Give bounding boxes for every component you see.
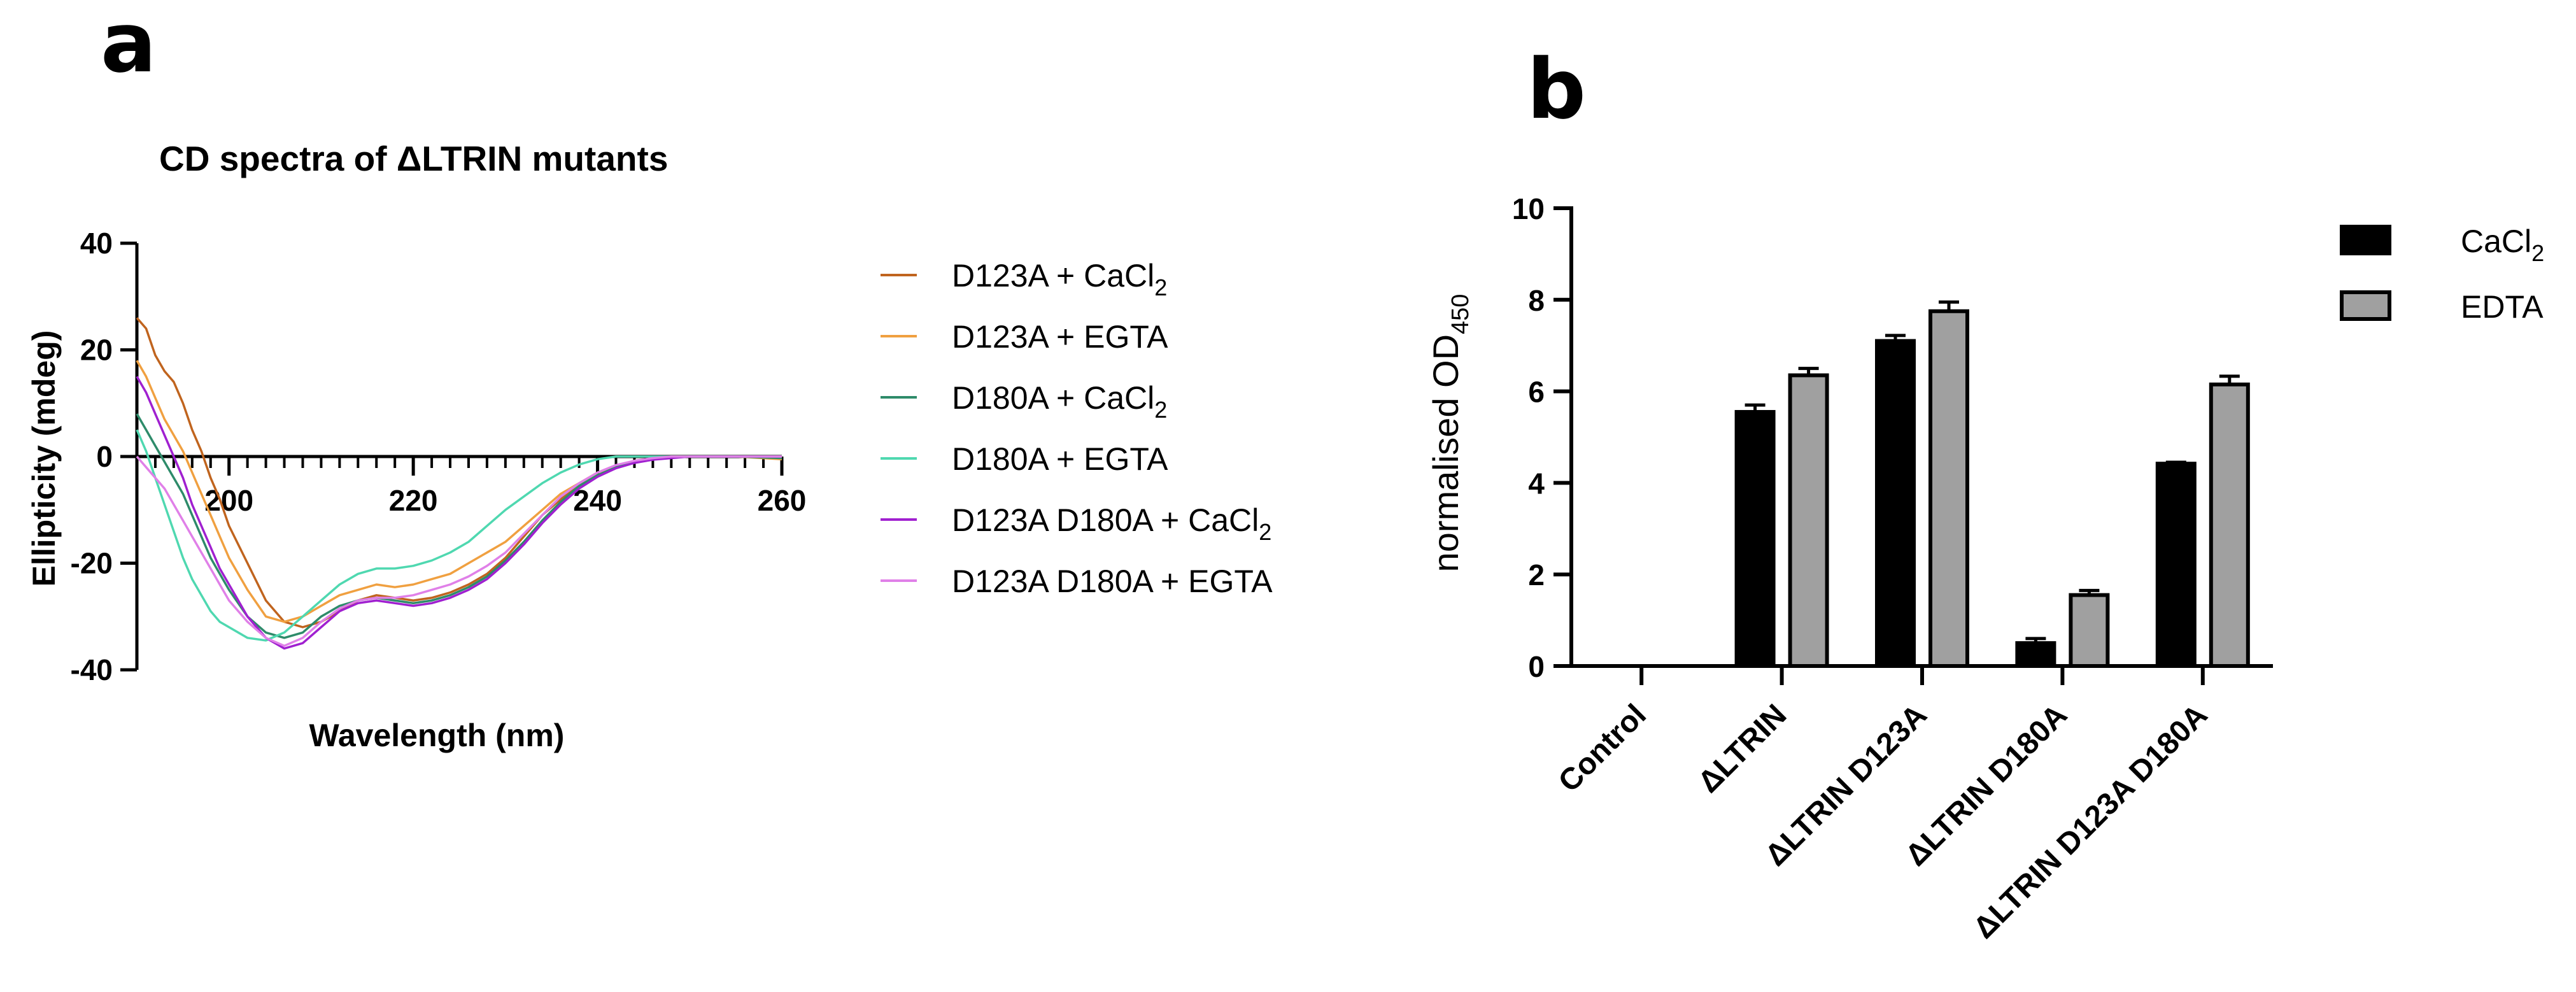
chart-b-category-label: Control — [1552, 698, 1653, 798]
chart-b-y-axis-title-subscript: 450 — [1447, 294, 1474, 334]
chart-a-legend-label-main: D180A + EGTA — [952, 441, 1168, 477]
chart-b-y-tick-label: 2 — [1528, 558, 1545, 592]
chart-b-bar — [1788, 373, 1829, 668]
chart-a-series-line — [136, 376, 782, 650]
chart-a-legend-label: D180A + CaCl2 — [952, 380, 1167, 423]
chart-a-title: CD spectra of ΔLTRIN mutants — [159, 139, 668, 178]
chart-b-y-tick-label: 8 — [1528, 284, 1545, 317]
chart-b-legend-swatch — [2340, 225, 2391, 255]
chart-b-y-tick-label: 6 — [1528, 376, 1545, 409]
chart-a-y-tick-label: -40 — [71, 653, 113, 686]
chart-a-legend-label-main: D123A D180A + CaCl — [952, 502, 1259, 538]
chart-b-y-axis-title: normalised OD450 — [1426, 294, 1474, 572]
panel-b-letter: b — [1527, 41, 1586, 138]
chart-a-x-tick-label: 240 — [573, 484, 622, 517]
chart-a-x-tick-label: 200 — [204, 484, 253, 517]
chart-b-legend-label-main: CaCl — [2461, 223, 2531, 259]
chart-a-legend-label: D123A + CaCl2 — [952, 258, 1167, 301]
chart-b-category-label: ΔLTRIN D123A D180A — [1967, 698, 2214, 945]
chart-a-legend-label-main: D123A + CaCl — [952, 258, 1154, 294]
chart-b-bar — [2209, 382, 2250, 668]
chart-a-x-tick-label: 260 — [758, 484, 807, 517]
chart-b-bar — [1875, 339, 1916, 668]
chart-a-legend-label-subscript: 2 — [1154, 274, 1167, 301]
chart-a-x-axis-title: Wavelength (nm) — [309, 718, 565, 753]
chart-b-category-label: ΔLTRIN — [1692, 698, 1793, 799]
chart-b-bar — [1928, 309, 1969, 668]
chart-a-legend-label: D123A D180A + CaCl2 — [952, 502, 1271, 545]
chart-a-legend-label: D123A D180A + EGTA — [952, 563, 1273, 599]
chart-a-legend-label-subscript: 2 — [1259, 519, 1271, 545]
chart-b-legend-swatch — [2340, 290, 2391, 321]
panel-a-letter: a — [101, 0, 157, 91]
chart-a-y-tick-label: 20 — [80, 334, 113, 367]
chart-a-legend-label: D123A + EGTA — [952, 319, 1168, 355]
chart-b-y-tick-label: 0 — [1528, 650, 1545, 683]
chart-a-series-line — [136, 429, 782, 642]
chart-a-y-tick-label: -20 — [71, 547, 113, 580]
chart-b-legend-label: CaCl2 — [2461, 223, 2544, 266]
chart-b-legend-label-subscript: 2 — [2531, 240, 2544, 266]
chart-b-y-tick-label: 10 — [1512, 192, 1545, 225]
chart-b-legend: CaCl2 EDTA — [2340, 223, 2544, 325]
chart-a-legend-label-main: D123A + EGTA — [952, 319, 1168, 355]
chart-a-legend-label-main: D123A D180A + EGTA — [952, 563, 1273, 599]
chart-a-y-axis-title: Ellipticity (mdeg) — [26, 330, 62, 587]
chart-b-bar — [2069, 593, 2110, 668]
chart-a-x-tick-label: 220 — [389, 484, 438, 517]
chart-a-legend-label-subscript: 2 — [1154, 397, 1167, 423]
chart-a-y-tick-label: 40 — [80, 227, 113, 260]
chart-b-legend-label-main: EDTA — [2461, 289, 2544, 325]
chart-b-y-axis-title-main: normalised OD — [1426, 334, 1466, 572]
chart-b-bar — [2155, 462, 2197, 669]
chart-b-y-tick-label: 4 — [1528, 467, 1545, 500]
chart-a-y-tick-label: 0 — [96, 440, 113, 473]
chart-b-bar — [1734, 409, 1776, 669]
chart-a-legend-label-main: D180A + CaCl — [952, 380, 1154, 416]
chart-b-bar — [2015, 641, 2056, 668]
chart-a-series-line — [136, 455, 782, 648]
chart-b-legend-label: EDTA — [2461, 289, 2544, 325]
chart-a-legend-label: D180A + EGTA — [952, 441, 1168, 477]
